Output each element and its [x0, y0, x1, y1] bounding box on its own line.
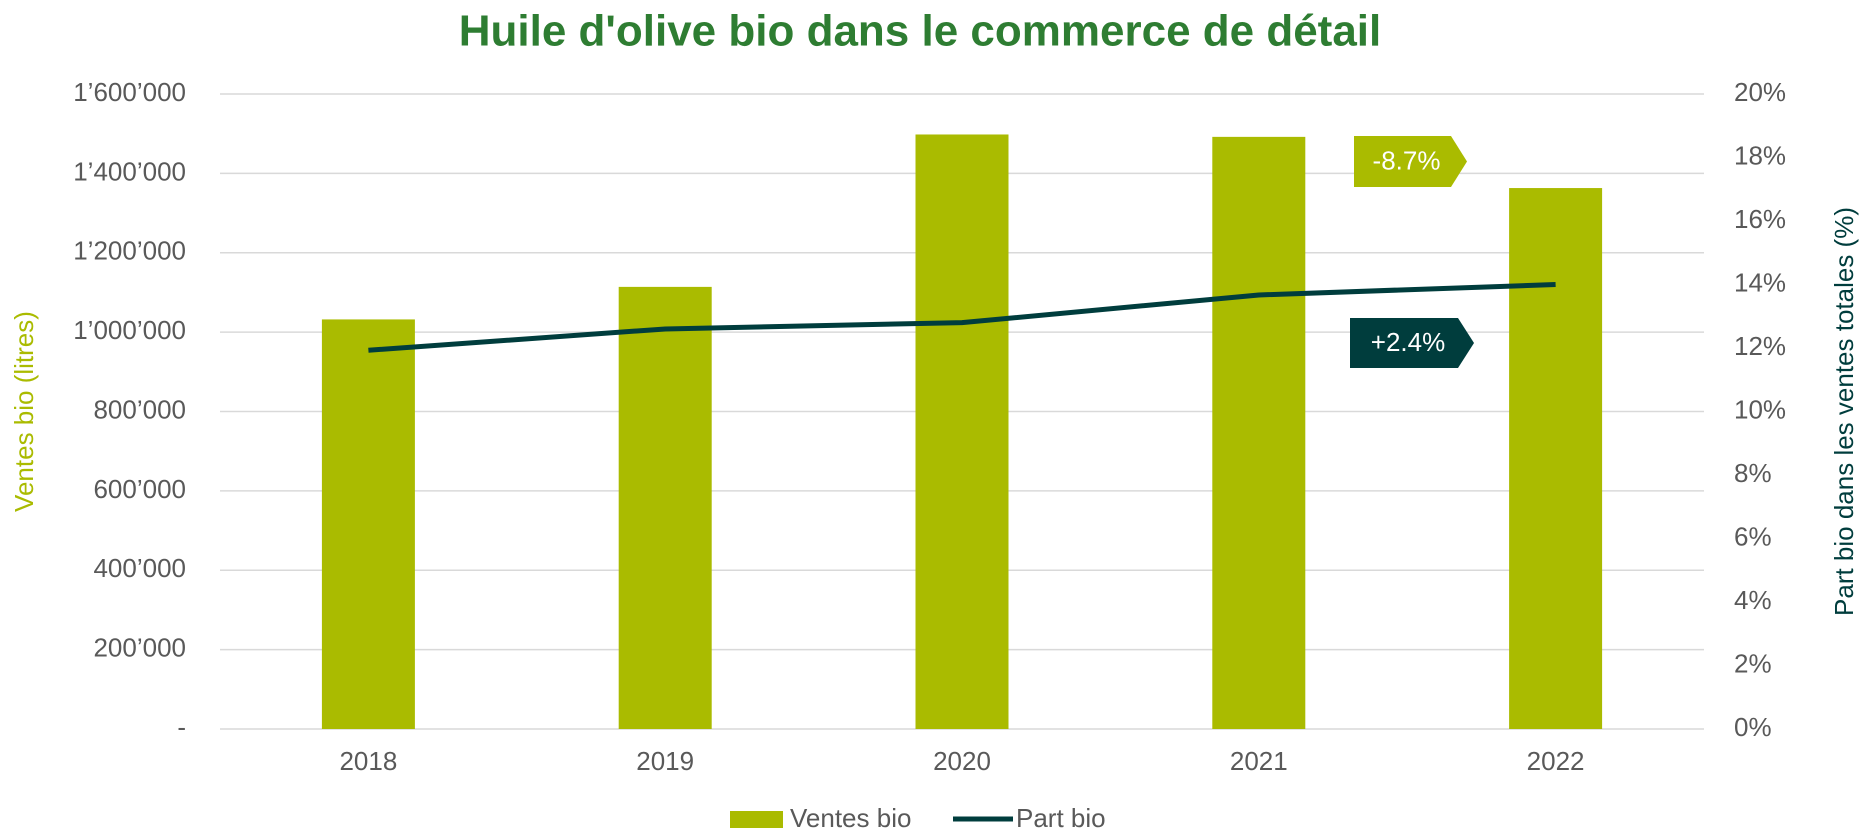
y-tick-label: 800’000 — [93, 394, 186, 424]
y2-axis-label: Part bio dans les ventes totales (%) — [1829, 207, 1859, 616]
y-tick-label: 1’200’000 — [73, 236, 186, 266]
y-tick-label: 400’000 — [93, 553, 186, 583]
y2-tick-label: 16% — [1734, 204, 1786, 234]
y2-tick-label: 14% — [1734, 267, 1786, 297]
y2-tick-label: 0% — [1734, 712, 1772, 742]
y-axis-label: Ventes bio (litres) — [9, 311, 39, 512]
y-tick-label: 600’000 — [93, 474, 186, 504]
x-tick-label: 2022 — [1527, 746, 1585, 776]
annotation-box — [1354, 136, 1467, 187]
y2-tick-label: 8% — [1734, 458, 1772, 488]
x-tick-label: 2021 — [1230, 746, 1288, 776]
annotation-box — [1350, 318, 1474, 368]
legend-label: Ventes bio — [790, 803, 911, 833]
legend-label: Part bio — [1016, 803, 1106, 833]
bar — [618, 286, 712, 729]
annotation-text: +2.4% — [1371, 327, 1445, 357]
legend-swatch — [730, 811, 783, 828]
y-tick-label: 1’000’000 — [73, 315, 186, 345]
annotation-text: -8.7% — [1373, 145, 1441, 175]
bar — [1509, 188, 1603, 729]
bar — [1212, 136, 1306, 730]
x-tick-label: 2018 — [339, 746, 397, 776]
x-tick-label: 2020 — [933, 746, 991, 776]
y-tick-label: 1’600’000 — [73, 77, 186, 107]
y2-tick-label: 12% — [1734, 331, 1786, 361]
y-tick-label: 200’000 — [93, 633, 186, 663]
y2-tick-label: 4% — [1734, 585, 1772, 615]
line — [368, 282, 1556, 353]
x-tick-label: 2019 — [636, 746, 694, 776]
y2-tick-label: 20% — [1734, 77, 1786, 107]
y2-tick-label: 10% — [1734, 394, 1786, 424]
bar — [321, 319, 415, 729]
y2-tick-label: 18% — [1734, 140, 1786, 170]
chart-title: Huile d'olive bio dans le commerce de dé… — [459, 7, 1382, 56]
y-tick-label: 1’400’000 — [73, 156, 186, 186]
y2-tick-label: 2% — [1734, 648, 1772, 678]
y-tick-label: - — [177, 712, 186, 742]
y2-tick-label: 6% — [1734, 521, 1772, 551]
bar — [915, 134, 1009, 729]
